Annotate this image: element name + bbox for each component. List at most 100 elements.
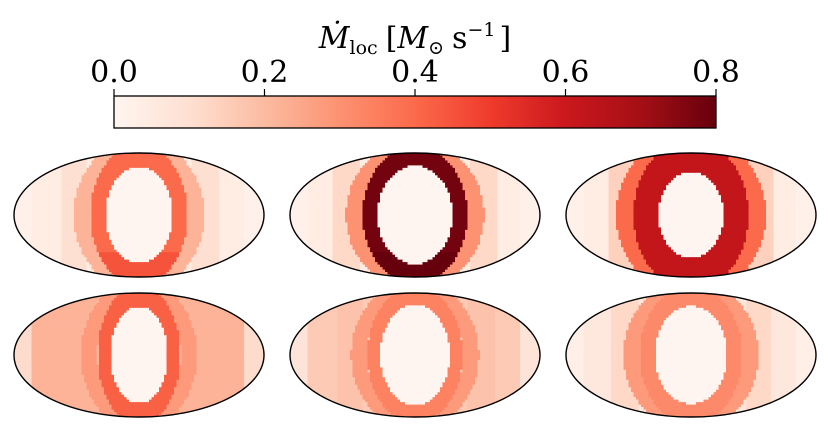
heatmap-cell [164, 200, 168, 204]
heatmap-cell [194, 200, 198, 204]
heatmap-cell [169, 155, 173, 159]
heatmap-cell [131, 210, 135, 214]
heatmap-cell [104, 237, 108, 241]
heatmap-cell [29, 175, 33, 179]
heatmap-cell [244, 205, 248, 209]
heatmap-cell [64, 165, 68, 169]
heatmap-cell [51, 192, 55, 196]
heatmap-cell [161, 229, 165, 233]
heatmap-cell [154, 257, 158, 261]
heatmap-cell [19, 217, 23, 221]
heatmap-cell [84, 262, 88, 266]
heatmap-cell [174, 177, 178, 181]
heatmap-cell [169, 254, 173, 258]
heatmap-cell [109, 205, 113, 209]
heatmap-cell [204, 249, 208, 253]
heatmap-cell [81, 165, 85, 169]
heatmap-cell [161, 224, 165, 228]
heatmap-cell [74, 153, 78, 157]
heatmap-cell [146, 210, 150, 214]
heatmap-cell [201, 197, 205, 201]
heatmap-cell [56, 254, 60, 258]
heatmap-cell [54, 190, 58, 194]
heatmap-cell [24, 177, 28, 181]
heatmap-cell [256, 259, 260, 263]
heatmap-cell [39, 170, 43, 174]
heatmap-cell [254, 244, 258, 248]
heatmap-cell [181, 167, 185, 171]
heatmap-cell [171, 224, 175, 228]
heatmap-cell [189, 172, 193, 176]
heatmap-cell [156, 244, 160, 248]
heatmap-cell [94, 269, 98, 273]
heatmap-cell [134, 200, 138, 204]
heatmap-cell [156, 185, 160, 189]
heatmap-cell [76, 170, 80, 174]
heatmap-cell [86, 247, 90, 251]
heatmap-cell [136, 172, 140, 176]
heatmap-cell [251, 232, 255, 236]
heatmap-cell [221, 210, 225, 214]
heatmap-cell [34, 192, 38, 196]
heatmap-cell [191, 212, 195, 216]
heatmap-cell [254, 252, 258, 256]
heatmap-cell [259, 215, 263, 219]
heatmap-cell [19, 197, 23, 201]
heatmap-cell [171, 262, 175, 266]
heatmap-cell [29, 192, 33, 196]
heatmap-cell [121, 239, 125, 243]
heatmap-cell [116, 244, 120, 248]
heatmap-cell [96, 212, 100, 216]
heatmap-cell [54, 247, 58, 251]
heatmap-cell [69, 167, 73, 171]
heatmap-cell [144, 249, 148, 253]
heatmap-cell [119, 177, 123, 181]
heatmap-cell [194, 205, 198, 209]
heatmap-cell [149, 227, 153, 231]
heatmap-cell [189, 242, 193, 246]
heatmap-cell [51, 172, 55, 176]
heatmap-cell [169, 237, 173, 241]
heatmap-cell [129, 234, 133, 238]
heatmap-cell [44, 195, 48, 199]
heatmap-cell [179, 210, 183, 214]
heatmap-cell [129, 242, 133, 246]
heatmap-cell [136, 267, 140, 271]
heatmap-cell [184, 205, 188, 209]
heatmap-cell [146, 237, 150, 241]
heatmap-cell [91, 217, 95, 221]
heatmap-cell [244, 162, 248, 166]
heatmap-cell [216, 267, 220, 271]
heatmap-cell [126, 182, 130, 186]
heatmap-cell [139, 232, 143, 236]
heatmap-cell [64, 224, 68, 228]
heatmap-cell [241, 167, 245, 171]
heatmap-cell [101, 205, 105, 209]
heatmap-cell [81, 239, 85, 243]
heatmap-cell [69, 219, 73, 224]
heatmap-cell [111, 267, 115, 271]
heatmap-cell [124, 167, 128, 171]
heatmap-cell [159, 224, 163, 228]
heatmap-cell [184, 229, 188, 233]
heatmap-cell [219, 237, 223, 241]
heatmap-cell [164, 160, 168, 164]
heatmap-cell [216, 227, 220, 231]
heatmap-cell [179, 259, 183, 263]
heatmap-cell [129, 200, 133, 204]
heatmap-cell [241, 217, 245, 221]
heatmap-cell [256, 219, 260, 224]
heatmap-cell [89, 244, 93, 248]
heatmap-cell [244, 262, 248, 266]
heatmap-cell [214, 155, 218, 159]
heatmap-cell [256, 170, 260, 174]
heatmap-cell [174, 167, 178, 171]
heatmap-cell [84, 242, 88, 246]
heatmap-cell [116, 254, 120, 258]
heatmap-cell [46, 207, 50, 211]
heatmap-cell [201, 202, 205, 206]
heatmap-cell [91, 153, 95, 157]
heatmap-cell [16, 175, 20, 179]
heatmap-cell [119, 259, 123, 263]
heatmap-cell [99, 224, 103, 228]
